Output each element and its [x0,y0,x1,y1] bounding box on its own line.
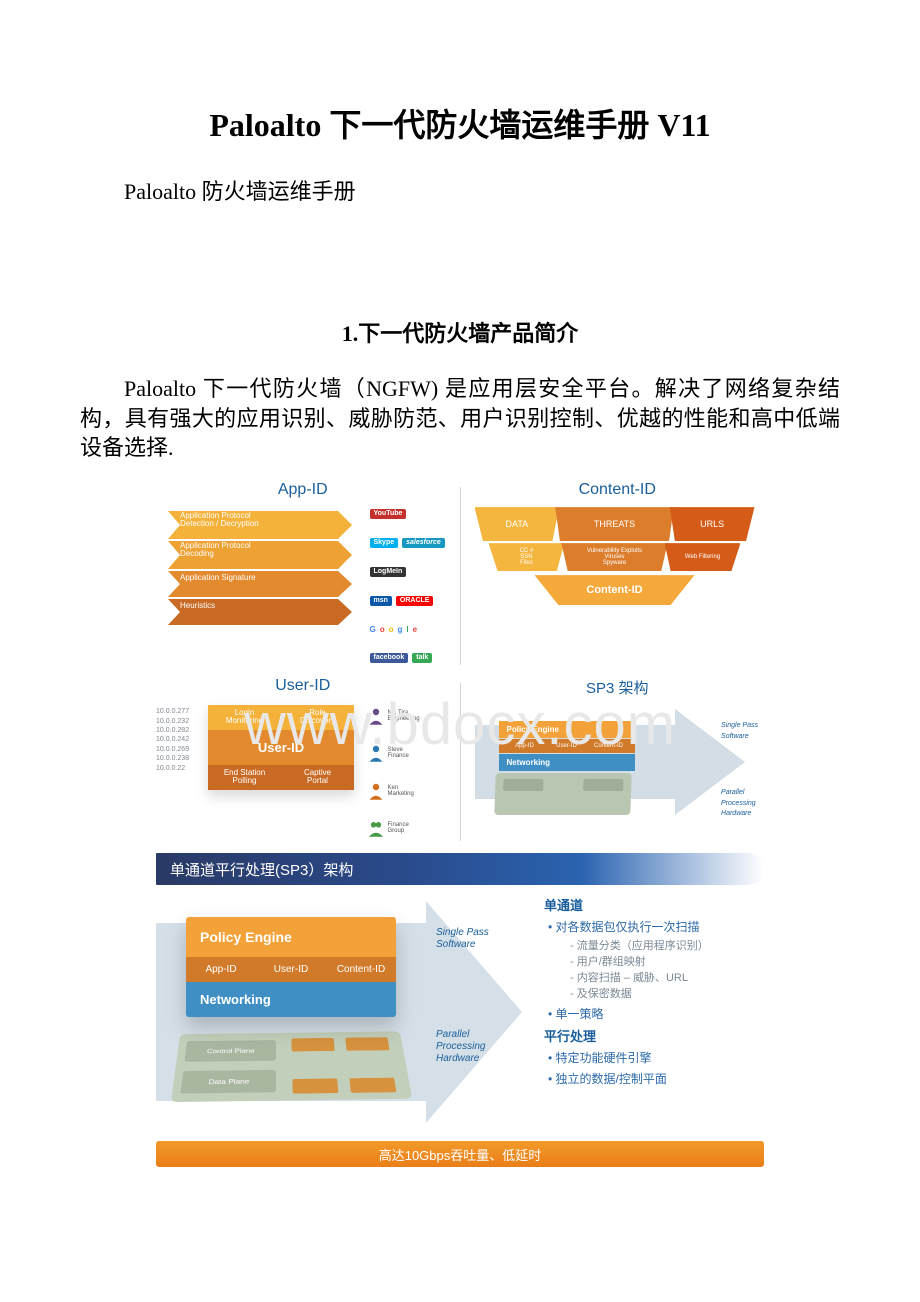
orange-footer-bar: 高达10Gbps吞吐量、低延时 [156,1141,764,1167]
cid-mid-1: Vulnerability ExploitsVirusesSpyware [561,543,667,571]
contentid-funnel: DATA THREATS URLS CC #SSNFiles Vulnerabi… [475,507,755,605]
cid-mid-2: Web Filtering [665,543,741,571]
cid-bottom: Content-ID [535,575,695,605]
sp3-mini-side-labels: Single PassSoftware ParallelProcessingHa… [721,721,758,820]
sp3-big-diagram: Control Plane Data Plane Policy Engine A… [156,891,526,1131]
sp3-bullet-list: 单通道 对各数据包仅执行一次扫描 流量分类（应用程序识别） 用户/群组映射 内容… [526,891,764,1131]
sp3-figure: www.bdocx.com App-ID Application Protoco… [156,481,764,1167]
sp3-mini-title: SP3 架构 [471,677,765,698]
bullets-h2: 平行处理 [544,1026,764,1045]
appid-l4: Heuristics [180,602,215,610]
userid-title: User-ID [156,677,450,695]
sp3-mini-hw [494,773,631,815]
doc-title: Paloalto 下一代防火墙运维手册 V11 [80,100,840,146]
cid-threats: THREATS [555,507,674,541]
bullets-h1: 单通道 [544,895,764,914]
appid-stack: Application ProtocolDetection / Decrypti… [168,507,358,625]
userid-people: Nir, TiraEngineering SteveFinance KenMar… [368,707,444,837]
sp3-mini-stack: Policy Engine App-IDUser-IDContent-ID Ne… [499,721,635,772]
cid-data: DATA [475,507,560,541]
appid-l2: Application ProtocolDecoding [180,542,251,559]
userid-iplist: 10.0.0.27710.0.0.232 10.0.0.28210.0.0.24… [156,707,189,773]
intro-paragraph: Paloalto 下一代防火墙（NGFW) 是应用层安全平台。解决了网络复杂结构… [80,374,840,463]
sp3-big-side-labels: Single PassSoftware ParallelProcessingHa… [436,927,524,1065]
section-1-heading: 1.下一代防火墙产品简介 [80,316,840,348]
sp3-big-stack: Policy Engine App-IDUser-IDContent-ID Ne… [186,917,396,1017]
appid-icons: YouTube Skypesalesforce LogMeIn msnORACL… [370,509,444,663]
sp3-big-hw: Control Plane Data Plane [171,1031,412,1102]
cid-urls: URLS [670,507,755,541]
doc-subtitle: Paloalto 防火墙运维手册 [80,174,840,206]
appid-l3: Application Signature [180,574,256,582]
appid-l1: Application ProtocolDetection / Decrypti… [180,512,259,529]
contentid-title: Content-ID [471,481,765,499]
sp3-section-banner: 单通道平行处理(SP3）架构 [156,853,764,885]
appid-title: App-ID [156,481,450,499]
cid-mid-0: CC #SSNFiles [489,543,565,571]
userid-block: LoginMonitoring RoleDiscovery User-ID En… [208,705,354,790]
